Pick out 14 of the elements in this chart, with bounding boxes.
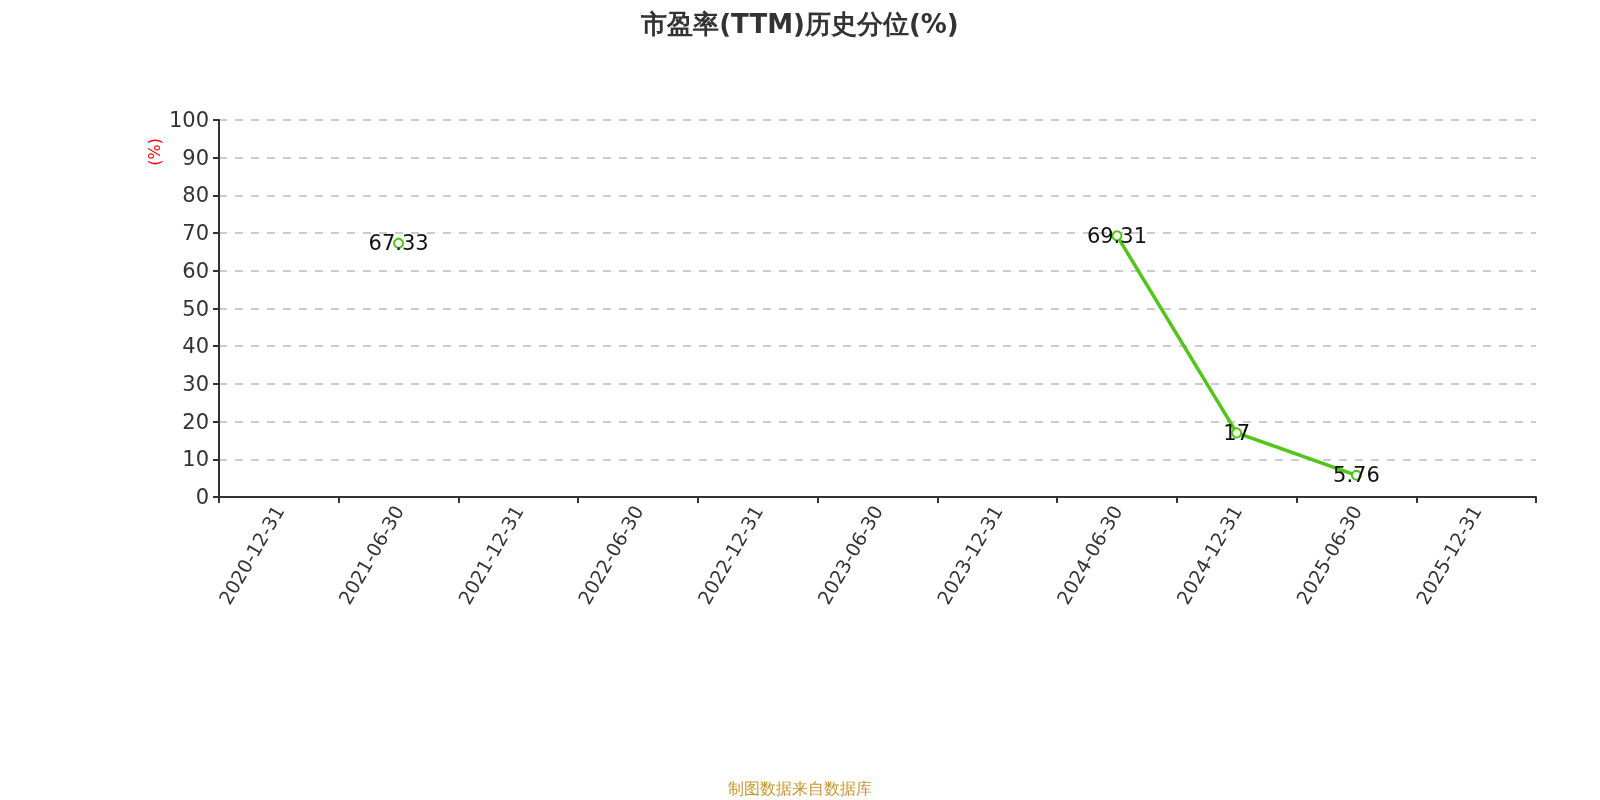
y-tick-label: 70 <box>182 221 209 246</box>
y-tick-label: 90 <box>182 145 209 170</box>
chart-title: 市盈率(TTM)历史分位(%) <box>640 9 959 39</box>
y-tick-label: 80 <box>182 183 209 208</box>
y-tick-label: 20 <box>182 409 209 434</box>
y-tick-label: 50 <box>182 296 209 321</box>
text: 制图数据来自数据库 <box>728 778 872 798</box>
y-tick-label: 100 <box>168 108 209 132</box>
y-tick-label: 40 <box>182 334 209 359</box>
y-tick-label: 60 <box>182 258 209 283</box>
y-axis-title: (%) <box>144 138 164 166</box>
y-tick-label: 30 <box>182 371 209 396</box>
y-tick-label: 0 <box>195 485 209 509</box>
y-tick-label: 10 <box>182 447 209 472</box>
